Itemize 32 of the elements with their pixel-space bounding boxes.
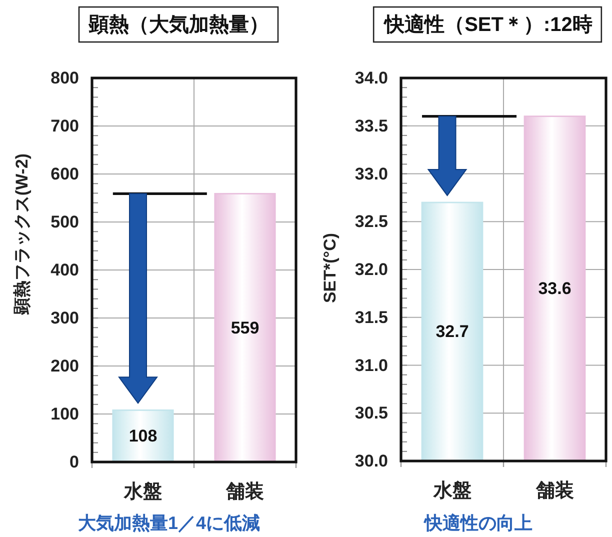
y-tick-label: 34.0 [354, 68, 388, 88]
y-axis-title: 顕熱フラックス(W-2) [12, 153, 32, 316]
y-tick-label: 31.5 [354, 308, 388, 327]
data-label: 32.7 [436, 322, 469, 342]
y-tick-label: 30.5 [354, 404, 388, 423]
chart-title: 快適性（SET＊）:12時 [382, 13, 592, 36]
y-tick-label: 400 [50, 260, 79, 280]
x-tick-label: 舗装 [225, 480, 264, 502]
y-tick-label: 600 [50, 164, 79, 184]
text: 大気加熱量1／4に低減 [76, 513, 260, 533]
y-tick-label: 0 [70, 452, 79, 472]
y-tick-label: 300 [50, 308, 79, 328]
y-tick-label: 30.0 [354, 452, 388, 470]
chart-title: 顕熱（大気加熱量） [88, 14, 269, 36]
y-tick-label: 32.0 [354, 260, 388, 279]
y-tick-label: 33.5 [354, 116, 388, 136]
y-tick-label: 31.0 [354, 356, 388, 375]
x-tick-label: 水盤 [123, 480, 162, 502]
y-tick-label: 200 [50, 356, 79, 376]
data-label: 559 [230, 318, 260, 338]
text: 快適性の向上 [424, 513, 532, 533]
data-label: 33.6 [538, 279, 572, 298]
y-tick-label: 33.0 [354, 164, 388, 184]
x-tick-label: 舗装 [534, 480, 574, 502]
y-tick-label: 100 [50, 404, 79, 424]
x-tick-label: 水盤 [432, 480, 472, 502]
y-tick-label: 800 [50, 68, 79, 88]
y-tick-label: 700 [50, 116, 79, 136]
y-tick-label: 32.5 [354, 212, 388, 232]
y-axis-title: SET*(°C) [320, 232, 340, 304]
data-label: 108 [128, 426, 158, 446]
y-tick-label: 500 [50, 212, 79, 232]
